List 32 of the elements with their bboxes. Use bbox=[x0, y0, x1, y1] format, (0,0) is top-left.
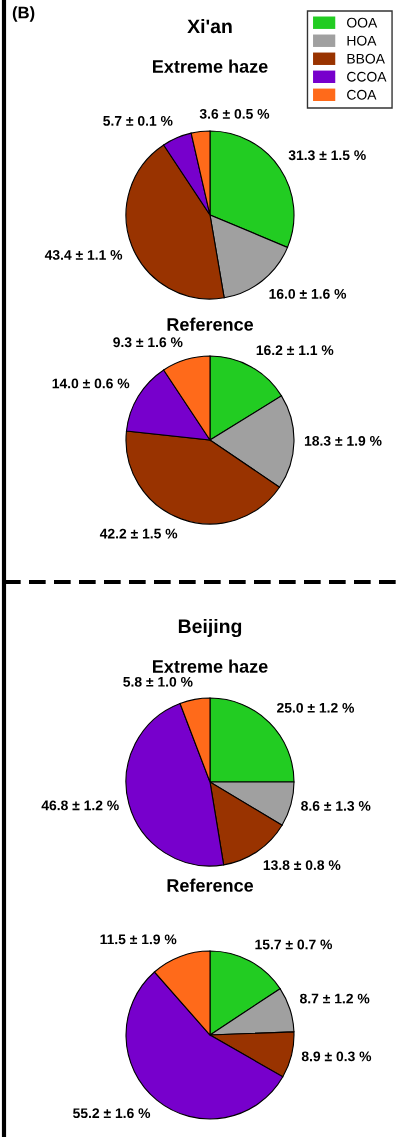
data-label: 16.2 ± 1.1 % bbox=[256, 345, 334, 356]
legend-label: CCOA bbox=[347, 71, 387, 82]
data-label: 5.7 ± 0.1 % bbox=[103, 115, 173, 126]
data-label: 8.7 ± 1.2 % bbox=[300, 993, 370, 1004]
data-label: 5.8 ± 1.0 % bbox=[123, 676, 193, 687]
chart-subtitle: Extreme haze bbox=[153, 659, 268, 673]
data-label: 15.7 ± 0.7 % bbox=[255, 939, 333, 950]
data-label: 16.0 ± 1.6 % bbox=[269, 288, 347, 299]
legend-label: OOA bbox=[347, 17, 378, 28]
data-label: 42.2 ± 1.5 % bbox=[99, 528, 178, 539]
data-label: 11.5 ± 1.9 % bbox=[100, 934, 177, 945]
data-label: 18.3 ± 1.9 % bbox=[304, 435, 382, 446]
data-label: 8.9 ± 0.3 % bbox=[301, 1051, 372, 1062]
data-label: 8.6 ± 1.3 % bbox=[301, 801, 371, 811]
legend-label: BBOA bbox=[347, 53, 385, 64]
chart-title: Reference bbox=[167, 317, 254, 331]
data-label: 46.8 ± 1.2 % bbox=[41, 800, 119, 811]
text: (B) bbox=[12, 6, 35, 22]
data-label: 55.2 ± 1.6 % bbox=[73, 1108, 151, 1119]
text: Extreme haze bbox=[153, 59, 268, 73]
chart-title: Reference bbox=[167, 878, 254, 892]
legend-label: COA bbox=[347, 89, 377, 100]
data-label: 3.6 ± 0.5 % bbox=[199, 108, 270, 119]
chart-title: Beijing bbox=[178, 618, 242, 638]
data-label: 43.4 ± 1.1 % bbox=[44, 250, 123, 260]
data-label: 13.8 ± 0.8 % bbox=[263, 860, 341, 871]
chart-title: Xi'an bbox=[187, 18, 232, 34]
data-label: 31.3 ± 1.5 % bbox=[288, 150, 366, 161]
data-label: 25.0 ± 1.2 % bbox=[277, 702, 355, 713]
data-label: 14.0 ± 0.6 % bbox=[52, 378, 130, 389]
data-label: 9.3 ± 1.6 % bbox=[113, 337, 183, 348]
legend-label: HOA bbox=[347, 35, 377, 46]
